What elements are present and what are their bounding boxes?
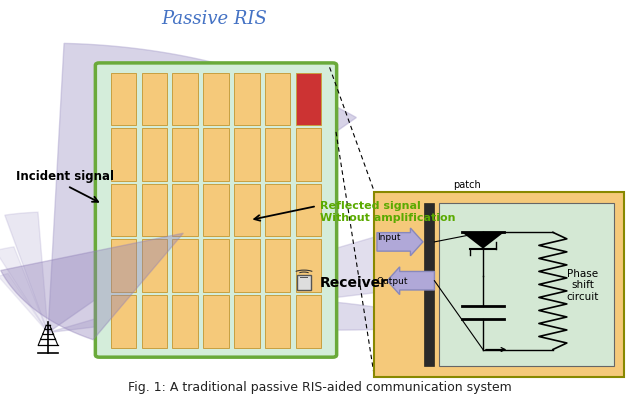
Bar [111,184,136,237]
Bar [265,184,291,237]
FancyArrow shape [377,229,423,256]
Bar [234,73,260,126]
Bar [439,204,614,366]
Bar [141,240,167,292]
Polygon shape [462,233,504,249]
Bar [111,73,136,126]
Bar [265,129,291,181]
Bar [297,275,311,290]
Text: Reflected signal
Without amplification: Reflected signal Without amplification [320,200,456,222]
Text: Phase
shift
circuit: Phase shift circuit [566,268,599,301]
Text: Receiver: Receiver [320,276,388,290]
Bar [203,296,229,348]
Bar [296,129,321,181]
Bar [265,296,291,348]
Bar [111,296,136,348]
Bar [234,296,260,348]
Bar [203,184,229,237]
Bar [172,129,198,181]
FancyBboxPatch shape [95,64,337,357]
Text: Input: Input [377,232,401,241]
Bar [111,240,136,292]
Bar [265,73,291,126]
Bar [296,296,321,348]
Bar [296,184,321,237]
Polygon shape [48,231,425,333]
Polygon shape [5,213,48,333]
Bar [296,240,321,292]
Bar [141,129,167,181]
Text: Incident signal: Incident signal [16,170,114,183]
Text: Output: Output [377,277,408,286]
Bar [172,184,198,237]
Text: patch: patch [453,179,481,189]
Bar [296,73,321,126]
Bar [203,73,229,126]
Bar [141,73,167,126]
Polygon shape [48,44,356,333]
Bar [374,192,624,377]
Bar [234,240,260,292]
Bar [265,240,291,292]
Text: Passive RIS: Passive RIS [161,10,268,28]
FancyArrow shape [387,267,435,295]
Bar [203,240,229,292]
Bar [141,184,167,237]
Polygon shape [0,274,48,333]
Bar [111,129,136,181]
Polygon shape [1,234,183,340]
Bar [234,129,260,181]
Bar [172,240,198,292]
Text: Fig. 1: A traditional passive RIS-aided communication system: Fig. 1: A traditional passive RIS-aided … [128,380,512,393]
Bar [172,73,198,126]
Polygon shape [0,247,48,333]
Polygon shape [116,295,422,330]
Bar [203,129,229,181]
Bar [300,277,308,278]
Bar [234,184,260,237]
Bar [172,296,198,348]
Bar [424,204,435,366]
Bar [141,296,167,348]
